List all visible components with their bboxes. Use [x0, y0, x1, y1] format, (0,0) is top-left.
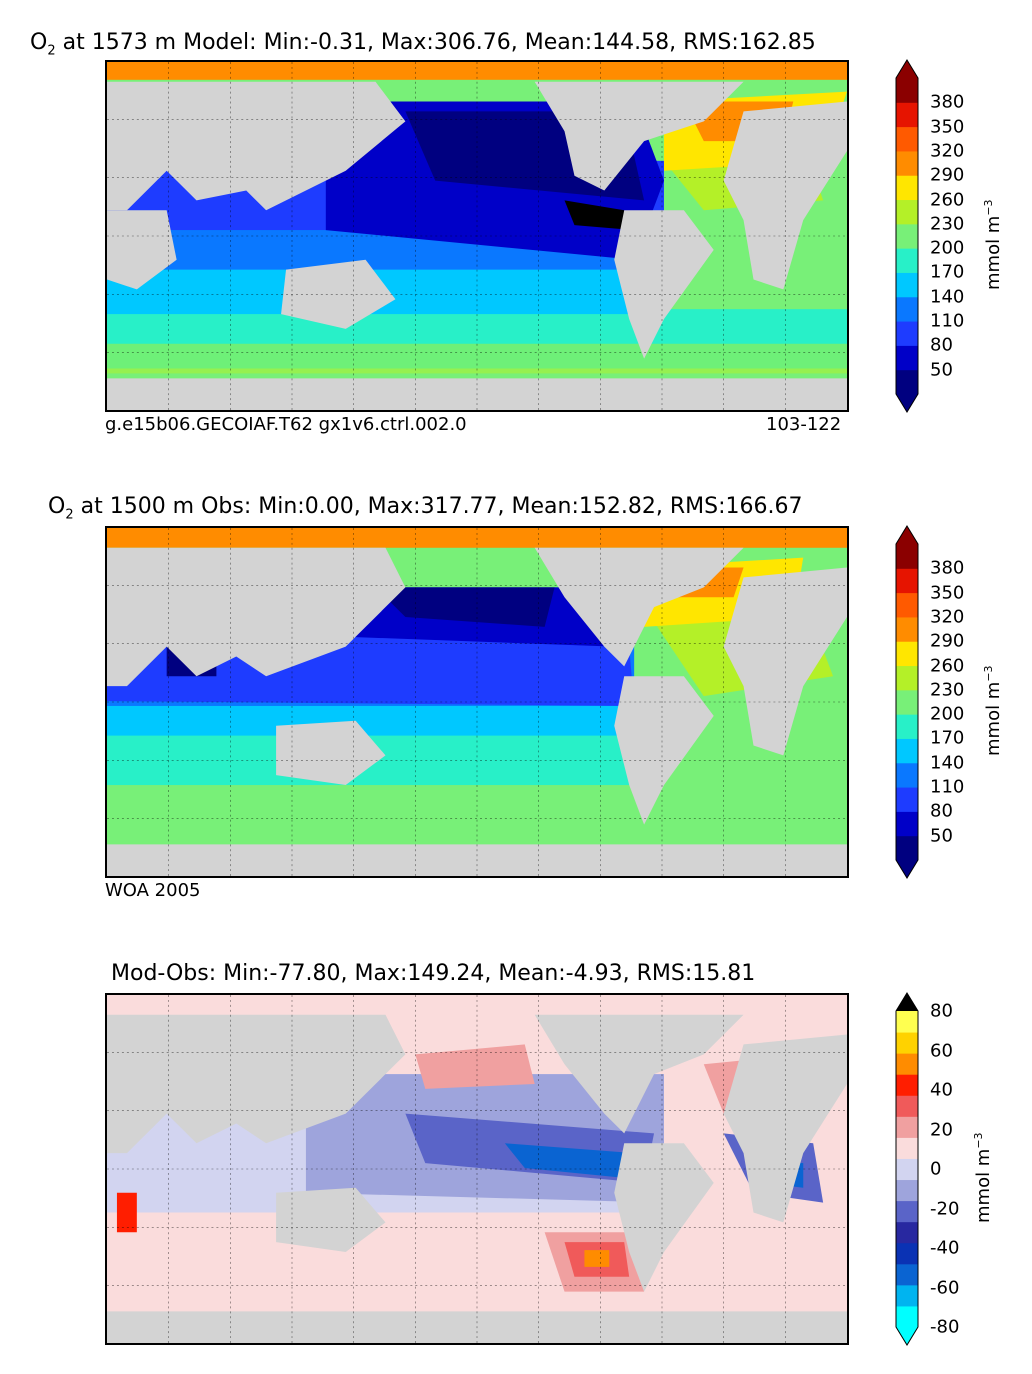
colorbar-extend-high: [896, 60, 918, 78]
colorbar-segment: [896, 102, 918, 128]
colorbar-extend-high: [896, 993, 918, 1011]
colorbar-segment: [896, 321, 918, 346]
colorbar-segment: [896, 689, 918, 715]
colorbar-segment: [896, 1053, 918, 1075]
colorbar-tick-label: 80: [930, 800, 953, 822]
panel1-title: O2 at 1573 m Model: Min:-0.31, Max:306.7…: [30, 30, 816, 59]
panel3-colorbar: [895, 992, 919, 1346]
colorbar-segment: [896, 296, 918, 322]
colorbar-tick-label: 320: [930, 606, 965, 628]
colorbar-segment: [896, 175, 918, 201]
colorbar-segment: [896, 1179, 918, 1202]
colorbar-tick-label: 80: [930, 334, 953, 356]
colorbar-tick-label: -80: [930, 1316, 960, 1338]
colorbar-segment: [896, 1137, 918, 1159]
colorbar-segment: [896, 1158, 918, 1181]
colorbar-tick-label: -20: [930, 1198, 960, 1219]
colorbar-tick-label: 140: [930, 752, 965, 774]
colorbar-tick-label: 380: [930, 91, 965, 113]
colorbar-segment: [896, 1284, 918, 1307]
colorbar-tick-label: 200: [930, 237, 965, 259]
panel2-colorbar-unit: mmol m−3: [982, 665, 1004, 756]
colorbar-extend-low: [896, 860, 918, 878]
colorbar-segment: [896, 544, 918, 569]
colorbar-segment: [896, 1074, 918, 1096]
colorbar-tick-label: 40: [930, 1079, 953, 1101]
colorbar-tick-label: -40: [930, 1237, 960, 1259]
colorbar-tick-label: 380: [930, 557, 965, 579]
panel3-title: Mod-Obs: Min:-77.80, Max:149.24, Mean:-4…: [111, 961, 756, 986]
colorbar-segment: [896, 1242, 918, 1265]
colorbar-extend-low: [896, 1327, 918, 1345]
colorbar-tick-label: 60: [930, 1040, 953, 1061]
colorbar-segment: [896, 150, 918, 176]
panel1-caption-right: 103-122: [766, 414, 842, 435]
colorbar-tick-label: 290: [930, 164, 965, 186]
colorbar-segment: [896, 1095, 918, 1117]
colorbar-tick-label: 140: [930, 286, 965, 308]
colorbar-segment: [896, 738, 918, 764]
colorbar-segment: [896, 78, 918, 103]
colorbar-segment: [896, 592, 918, 618]
colorbar-segment: [896, 811, 918, 837]
colorbar-segment: [896, 223, 918, 249]
colorbar-segment: [896, 345, 918, 371]
panel3-colorbar-unit: mmol m−3: [972, 1132, 994, 1223]
colorbar-tick-label: 320: [930, 140, 965, 162]
colorbar-tick-label: -60: [930, 1277, 960, 1298]
colorbar-tick-label: 290: [930, 630, 965, 652]
colorbar-segment: [896, 1263, 918, 1286]
colorbar-tick-label: 170: [930, 727, 965, 749]
colorbar-segment: [896, 787, 918, 812]
colorbar-segment: [896, 641, 918, 667]
colorbar-segment: [896, 762, 918, 788]
colorbar-tick-label: 50: [930, 359, 953, 381]
panel1-colorbar: [895, 59, 919, 413]
colorbar-tick-label: 200: [930, 703, 965, 725]
colorbar-tick-label: 110: [930, 776, 965, 798]
colorbar-segment: [896, 126, 918, 152]
colorbar-tick-label: 260: [930, 189, 965, 211]
colorbar-tick-label: 80: [930, 1000, 953, 1022]
colorbar-tick-label: 110: [930, 310, 965, 332]
colorbar-tick-label: 0: [930, 1158, 942, 1180]
panel2-colorbar: [895, 525, 919, 879]
colorbar-tick-label: 350: [930, 116, 965, 138]
panel2-title: O2 at 1500 m Obs: Min:0.00, Max:317.77, …: [48, 494, 803, 523]
panel2-caption-left: WOA 2005: [105, 880, 201, 901]
colorbar-segment: [896, 665, 918, 691]
panel1-caption-left: g.e15b06.GECOIAF.T62 gx1v6.ctrl.002.0: [105, 414, 467, 435]
colorbar-segment: [896, 568, 918, 594]
colorbar-segment: [896, 714, 918, 739]
colorbar-segment: [896, 1011, 918, 1033]
colorbar-tick-label: 350: [930, 582, 965, 604]
colorbar-segment: [896, 1221, 918, 1244]
colorbar-segment: [896, 272, 918, 298]
colorbar-segment: [896, 248, 918, 273]
colorbar-tick-label: 230: [930, 213, 965, 235]
colorbar-tick-label: 230: [930, 679, 965, 701]
obs-o2-map: [105, 526, 849, 878]
panel1-colorbar-unit: mmol m−3: [982, 199, 1004, 290]
colorbar-segment: [896, 1200, 918, 1223]
difference-map: [105, 993, 849, 1345]
colorbar-segment: [896, 1305, 918, 1328]
colorbar-segment: [896, 369, 918, 395]
colorbar-segment: [896, 1116, 918, 1138]
colorbar-tick-label: 170: [930, 261, 965, 283]
model-o2-map: [105, 60, 849, 412]
colorbar-tick-label: 50: [930, 825, 953, 847]
colorbar-segment: [896, 199, 918, 225]
colorbar-segment: [896, 835, 918, 861]
colorbar-extend-low: [896, 394, 918, 412]
colorbar-tick-label: 260: [930, 655, 965, 677]
colorbar-segment: [896, 1032, 918, 1054]
colorbar-segment: [896, 616, 918, 642]
colorbar-extend-high: [896, 526, 918, 544]
colorbar-tick-label: 20: [930, 1119, 953, 1140]
